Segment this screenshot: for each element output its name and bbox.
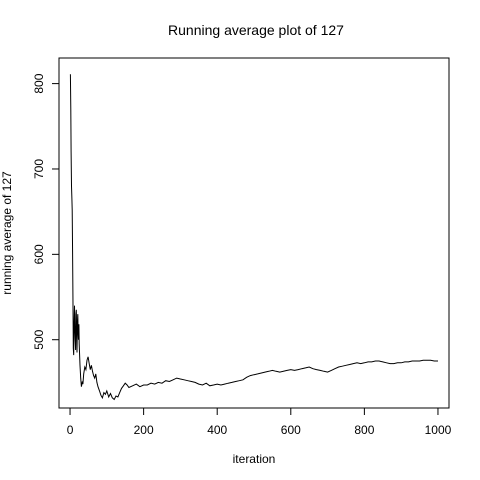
x-axis: 0 200 400 600 800 1000 (67, 407, 452, 437)
series-line (69, 74, 438, 401)
x-tick-label: 600 (281, 423, 301, 437)
y-axis: 500 600 700 800 (32, 73, 60, 350)
y-tick-label: 800 (32, 73, 46, 93)
y-tick-label: 600 (32, 244, 46, 264)
x-axis-label: iteration (233, 452, 276, 466)
y-tick-label: 700 (32, 159, 46, 179)
x-tick-label: 200 (134, 423, 154, 437)
y-tick-label: 500 (32, 329, 46, 349)
x-tick-label: 0 (67, 423, 74, 437)
x-tick-label: 1000 (425, 423, 452, 437)
x-tick-label: 800 (354, 423, 374, 437)
y-axis-label: running average of 127 (0, 171, 14, 295)
plot-frame (58, 57, 450, 409)
chart-title: Running average plot of 127 (168, 22, 344, 38)
x-tick-label: 400 (207, 423, 227, 437)
